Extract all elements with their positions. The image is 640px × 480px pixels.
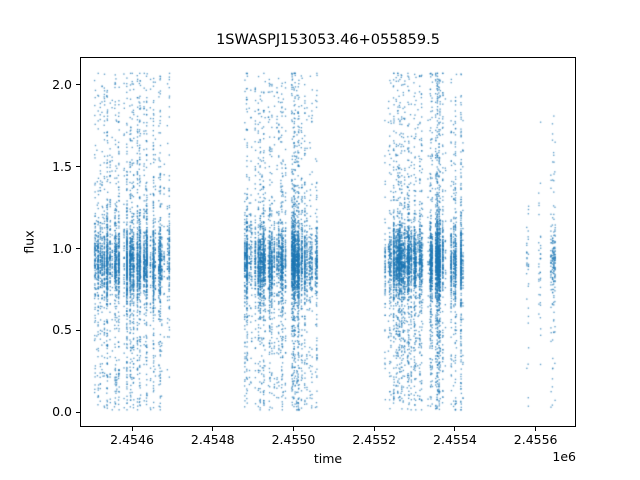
x-tick-label: 2.4548 bbox=[190, 432, 235, 447]
y-axis-label: flux bbox=[21, 230, 37, 254]
chart-title: 1SWASPJ153053.46+055859.5 bbox=[216, 32, 440, 48]
y-tick-mark bbox=[76, 411, 80, 413]
x-tick-label: 2.4550 bbox=[271, 432, 316, 447]
x-tick-mark bbox=[131, 427, 133, 431]
y-tick-label: 1.0 bbox=[52, 240, 72, 256]
x-tick-label: 2.4546 bbox=[110, 432, 154, 447]
y-tick-label: 0.0 bbox=[52, 404, 72, 420]
y-tick-label: 0.5 bbox=[52, 322, 72, 338]
y-tick-label: 1.5 bbox=[52, 158, 72, 174]
x-tick-mark bbox=[373, 427, 375, 431]
x-axis-label: time bbox=[313, 451, 343, 466]
y-tick-mark bbox=[76, 329, 80, 331]
x-tick-mark bbox=[535, 427, 537, 431]
y-tick-mark bbox=[76, 248, 80, 250]
scatter-points-canvas bbox=[80, 57, 576, 427]
x-tick-mark bbox=[292, 427, 294, 431]
y-tick-mark bbox=[76, 166, 80, 168]
y-tick-mark bbox=[76, 84, 80, 86]
x-tick-mark bbox=[212, 427, 214, 431]
x-tick-label: 2.4556 bbox=[513, 432, 558, 447]
x-tick-label: 2.4552 bbox=[352, 432, 397, 447]
y-tick-label: 2.0 bbox=[52, 76, 72, 92]
x-tick-mark bbox=[454, 427, 456, 431]
x-axis-offset-label: 1e6 bbox=[552, 449, 576, 464]
x-tick-label: 2.4554 bbox=[433, 432, 477, 447]
